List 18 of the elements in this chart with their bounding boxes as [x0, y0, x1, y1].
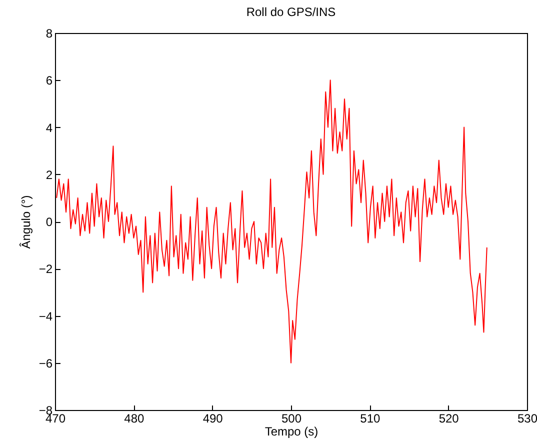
y-tick-label: −4 [38, 309, 53, 324]
y-tick-label: 2 [46, 168, 53, 182]
y-tick-label: −2 [38, 262, 53, 276]
y-tick-label: 4 [46, 120, 53, 135]
x-tick-label: 530 [517, 412, 537, 426]
line-series [56, 80, 488, 364]
y-tick-label: −6 [38, 356, 53, 370]
x-tick-label: 510 [360, 412, 380, 426]
y-tick-label: 6 [46, 74, 53, 88]
x-tick-label: 520 [438, 412, 460, 426]
chart-title: Roll do GPS/INS [246, 5, 336, 19]
x-tick-label: 500 [281, 412, 302, 426]
x-axis-title: Tempo (s) [264, 424, 318, 438]
x-tick-label: 490 [202, 412, 224, 426]
y-axis-title: Ângulo (°) [18, 195, 33, 249]
y-tick-label: 8 [46, 26, 53, 40]
y-tick-label: 0 [46, 215, 53, 229]
x-tick-label: 480 [124, 412, 144, 426]
